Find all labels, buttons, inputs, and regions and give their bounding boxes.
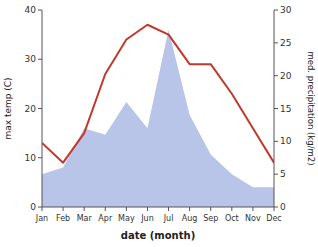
- y2-tick: [274, 207, 278, 208]
- y2-tick: [274, 42, 278, 43]
- precipitation-area: [42, 30, 274, 207]
- y-tick-label: 10: [25, 153, 37, 163]
- x-tick: [147, 207, 148, 211]
- y2-tick-label: 20: [280, 71, 292, 81]
- plot-area: [42, 25, 274, 207]
- y2-tick: [274, 141, 278, 142]
- x-tick: [274, 207, 275, 211]
- y-tick: [38, 157, 42, 158]
- x-tick-label: Dec: [266, 214, 281, 223]
- y2-tick-label: 10: [280, 136, 292, 146]
- x-tick-label: May: [118, 214, 135, 223]
- y-tick: [38, 207, 42, 208]
- x-tick: [126, 207, 127, 211]
- x-tick: [210, 207, 211, 211]
- x-tick-label: Jan: [35, 214, 48, 223]
- x-tick-label: Sep: [203, 214, 218, 223]
- temperature-line: [42, 25, 274, 163]
- y-tick-label: 20: [25, 104, 37, 114]
- y2-tick-label: 15: [280, 104, 291, 114]
- x-tick: [84, 207, 85, 211]
- x-tick: [63, 207, 64, 211]
- x-tick-label: Jul: [163, 214, 174, 223]
- x-tick-label: Oct: [225, 214, 239, 223]
- x-axis-label: date (month): [121, 230, 195, 241]
- y2-tick: [274, 75, 278, 76]
- x-tick-label: Jun: [140, 214, 154, 223]
- x-tick-label: Aug: [182, 214, 198, 223]
- x-tick: [231, 207, 232, 211]
- y2-tick-label: 5: [280, 169, 286, 179]
- y-tick-label: 40: [25, 5, 37, 15]
- x-tick-label: Feb: [56, 214, 70, 223]
- y2-axis-label: med. precipitation (kg/m2): [306, 51, 316, 165]
- y-tick: [38, 10, 42, 11]
- y-tick: [38, 108, 42, 109]
- y-tick-label: 0: [30, 202, 36, 212]
- y2-tick-label: 30: [280, 5, 292, 15]
- y2-tick: [274, 10, 278, 11]
- y2-tick: [274, 174, 278, 175]
- chart-container: 0 10 20 30 40 0 5 10 15 20 25 30 Jan Feb Mar Apr May Jun J…: [0, 0, 318, 247]
- x-tick-label: Apr: [98, 214, 113, 223]
- x-axis-line: [42, 207, 274, 208]
- x-tick: [252, 207, 253, 211]
- chart: 0 10 20 30 40 0 5 10 15 20 25 30 Jan Feb Mar Apr May Jun J…: [0, 0, 318, 247]
- y2-tick-label: 25: [280, 38, 291, 48]
- x-tick: [105, 207, 106, 211]
- x-tick-label: Nov: [245, 214, 261, 223]
- y-axis-label: max temp (C): [3, 77, 13, 139]
- y-tick: [38, 59, 42, 60]
- x-tick: [168, 207, 169, 211]
- y2-tick: [274, 108, 278, 109]
- y2-tick-label: 0: [280, 202, 286, 212]
- x-tick: [42, 207, 43, 211]
- y-tick-label: 30: [25, 54, 37, 64]
- x-tick-label: Mar: [77, 214, 93, 223]
- x-tick: [189, 207, 190, 211]
